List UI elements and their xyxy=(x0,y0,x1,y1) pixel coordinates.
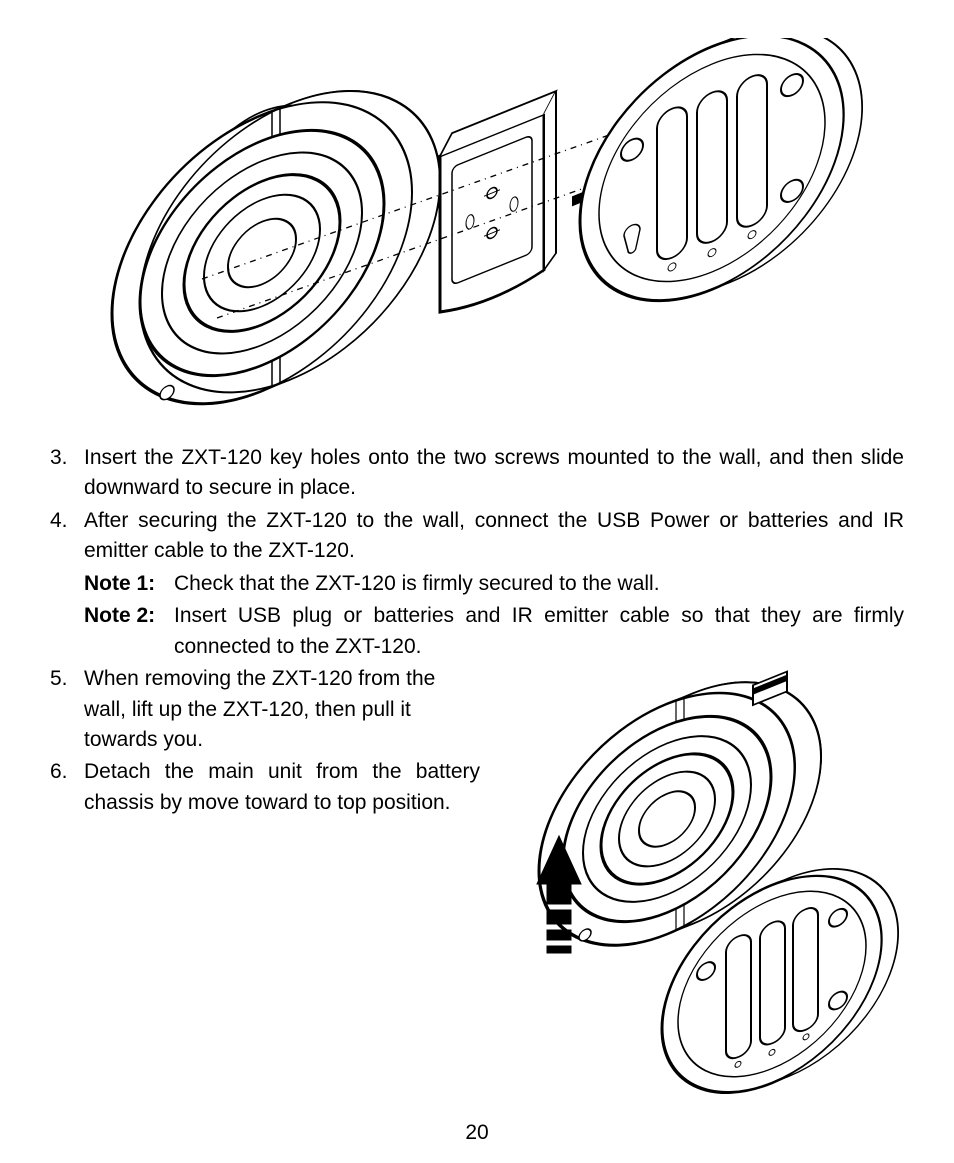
instruction-item: 4. After securing the ZXT-120 to the wal… xyxy=(50,506,904,662)
item-text: When removing the ZXT-120 from the wall,… xyxy=(84,664,480,755)
item-text: Insert the ZXT-120 key holes onto the tw… xyxy=(84,443,904,504)
removal-diagram xyxy=(480,664,904,1104)
assembly-diagram xyxy=(50,20,904,425)
instruction-item: 6. Detach the main unit from the battery… xyxy=(50,757,480,818)
instruction-list: 3. Insert the ZXT-120 key holes onto the… xyxy=(50,443,904,1104)
item-number: 6. xyxy=(50,757,84,818)
removal-svg xyxy=(482,664,902,1104)
note-text: Check that the ZXT-120 is firmly secured… xyxy=(174,569,904,599)
note: Note 2: Insert USB plug or batteries and… xyxy=(84,601,904,662)
assembly-svg xyxy=(87,38,867,408)
item-number: 4. xyxy=(50,506,84,662)
item-number: 3. xyxy=(50,443,84,504)
item-text: After securing the ZXT-120 to the wall, … xyxy=(84,506,904,567)
instruction-item: 5. When removing the ZXT-120 from the wa… xyxy=(50,664,480,755)
note-label: Note 1: xyxy=(84,569,174,599)
item-text: Detach the main unit from the battery ch… xyxy=(84,757,480,818)
left-column: 5. When removing the ZXT-120 from the wa… xyxy=(50,664,480,1104)
instruction-item: 3. Insert the ZXT-120 key holes onto the… xyxy=(50,443,904,504)
note: Note 1: Check that the ZXT-120 is firmly… xyxy=(84,569,904,599)
item-body: After securing the ZXT-120 to the wall, … xyxy=(84,506,904,662)
note-label: Note 2: xyxy=(84,601,174,662)
note-text: Insert USB plug or batteries and IR emit… xyxy=(174,601,904,662)
page-number: 20 xyxy=(0,1121,954,1145)
item-number: 5. xyxy=(50,664,84,755)
